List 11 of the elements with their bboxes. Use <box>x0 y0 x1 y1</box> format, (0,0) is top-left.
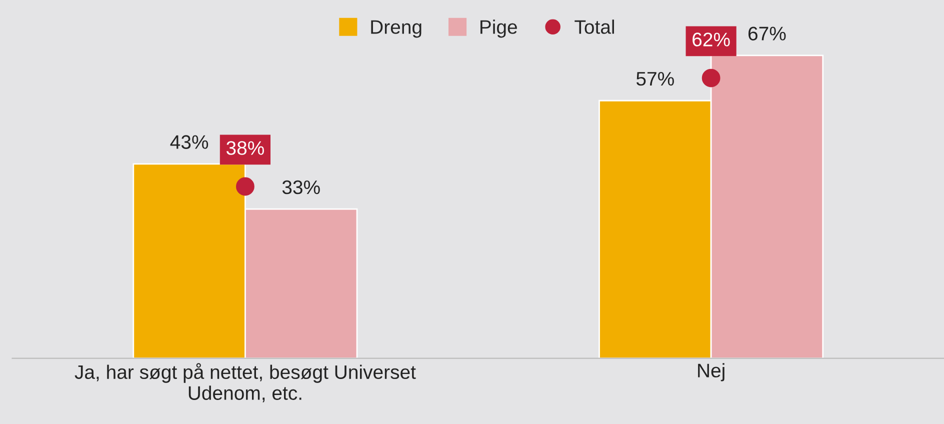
data-label: 33% <box>282 180 320 194</box>
x-tick-label: Ja, har søgt på nettet, besøgt Universet Udenom, etc. <box>74 363 416 402</box>
data-label: 62% <box>692 32 730 46</box>
data-label: 67% <box>748 26 786 40</box>
data-label: 38% <box>226 141 264 155</box>
legend-label: Pige <box>480 20 517 38</box>
legend-label: Dreng <box>371 20 422 38</box>
x-tick-label: Nej <box>698 363 724 382</box>
data-label: 43% <box>170 135 208 149</box>
legend-label: Total <box>574 20 614 34</box>
data-label: 57% <box>636 72 674 86</box>
